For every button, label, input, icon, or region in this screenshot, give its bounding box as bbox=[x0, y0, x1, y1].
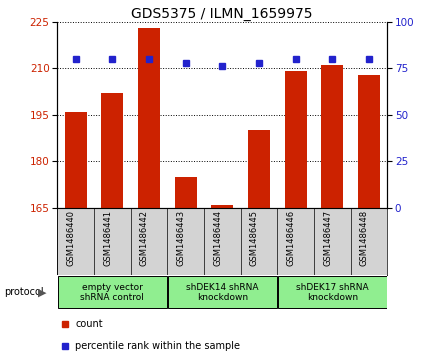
Bar bbox=[321, 65, 343, 208]
Text: GSM1486447: GSM1486447 bbox=[323, 210, 332, 266]
Bar bbox=[175, 177, 197, 208]
Text: shDEK14 shRNA
knockdown: shDEK14 shRNA knockdown bbox=[186, 283, 258, 302]
Bar bbox=[101, 93, 123, 208]
Text: count: count bbox=[75, 319, 103, 329]
Text: ▶: ▶ bbox=[38, 287, 47, 297]
FancyBboxPatch shape bbox=[58, 276, 167, 309]
Bar bbox=[358, 74, 380, 208]
Text: percentile rank within the sample: percentile rank within the sample bbox=[75, 340, 240, 351]
Bar bbox=[248, 130, 270, 208]
Text: GSM1486444: GSM1486444 bbox=[213, 210, 222, 266]
Text: empty vector
shRNA control: empty vector shRNA control bbox=[80, 283, 144, 302]
Text: GSM1486442: GSM1486442 bbox=[140, 210, 149, 266]
Bar bbox=[138, 28, 160, 208]
Text: GSM1486446: GSM1486446 bbox=[286, 210, 296, 266]
Title: GDS5375 / ILMN_1659975: GDS5375 / ILMN_1659975 bbox=[132, 7, 313, 21]
Text: GSM1486445: GSM1486445 bbox=[250, 210, 259, 266]
Text: GSM1486441: GSM1486441 bbox=[103, 210, 112, 266]
Bar bbox=[285, 72, 307, 208]
FancyBboxPatch shape bbox=[168, 276, 277, 309]
Text: protocol: protocol bbox=[4, 287, 44, 297]
Bar bbox=[211, 205, 233, 208]
Bar bbox=[65, 112, 87, 208]
Text: shDEK17 shRNA
knockdown: shDEK17 shRNA knockdown bbox=[296, 283, 369, 302]
FancyBboxPatch shape bbox=[278, 276, 387, 309]
Text: GSM1486448: GSM1486448 bbox=[360, 210, 369, 266]
Text: GSM1486443: GSM1486443 bbox=[176, 210, 186, 266]
Text: GSM1486440: GSM1486440 bbox=[66, 210, 76, 266]
